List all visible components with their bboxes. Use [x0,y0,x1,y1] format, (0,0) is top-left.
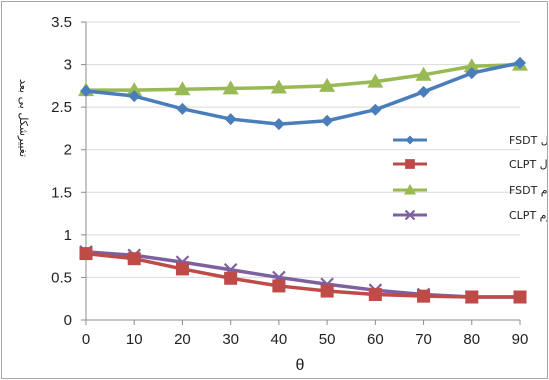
series-lines [78,56,528,304]
data-point [174,81,191,96]
axes [81,21,521,325]
legend-item: هسته نوع دوم CLPT [393,209,547,222]
series-2 [79,247,527,304]
data-point [465,290,479,304]
legend-swatch-marker [404,184,416,195]
data-point [128,90,141,103]
data-point [415,66,432,81]
tick-labels: 0 0.5 1 1.5 2 2.5 3 3.5 0 10 20 30 40 50 60 70 80 90 [51,14,528,348]
series-1 [80,56,526,131]
y-tick-label: 1.5 [51,184,72,201]
y-tick-label: 2.5 [51,99,72,116]
x-tick-label: 40 [271,331,288,348]
data-point [320,284,334,298]
legend-item: هسته نوع اول FSDT [393,134,547,147]
data-point [514,56,526,69]
x-tick-label: 50 [319,331,336,348]
data-point [417,289,431,303]
data-point [368,287,382,301]
data-point [319,77,336,92]
data-point [272,279,286,293]
legend-swatch-marker [405,135,415,145]
data-point [127,252,141,266]
legend: هسته نوع اول FSDT هسته نوع اول CLPT هسته ن… [393,134,547,222]
data-point [272,118,285,131]
x-tick-label: 20 [174,331,191,348]
y-tick-label: 3 [64,57,72,74]
data-point [224,271,238,285]
data-point [175,262,189,276]
y-tick-label: 1 [64,227,72,244]
legend-label: هسته نوع اول FSDT [509,134,547,147]
data-point [79,247,93,261]
gridlines [86,21,520,278]
legend-label: هسته نوع دوم FSDT [509,184,547,197]
x-tick-label: 30 [222,331,239,348]
x-tick-label: 80 [463,331,480,348]
x-tick-label: 70 [415,331,432,348]
data-point [270,79,287,94]
legend-label: هسته نوع دوم CLPT [509,209,547,222]
legend-item: هسته نوع دوم FSDT [393,184,547,197]
y-tick-label: 0 [64,312,72,329]
data-point [224,113,237,126]
data-point [369,103,382,116]
marker-stroke [404,209,416,221]
series-line [84,61,522,126]
y-tick-label: 0.5 [51,269,72,286]
data-point [176,102,189,115]
data-point [126,82,143,97]
data-point [321,114,334,127]
series-4 [79,245,527,304]
data-point [222,80,239,95]
x-tick-label: 0 [82,331,90,348]
legend-item: هسته نوع اول CLPT [393,158,547,171]
legend-swatch-marker [404,209,416,221]
data-point [465,67,478,80]
y-tick-label: 2 [64,142,72,159]
x-axis-title: θ [296,357,305,374]
data-point [80,84,92,97]
legend-swatch-marker [405,159,415,169]
data-point [463,58,480,73]
y-tick-label: 3.5 [51,14,72,31]
x-tick-label: 90 [512,331,529,348]
x-tick-label: 10 [126,331,143,348]
y-axis-title: تغییرشکل بی بعد [17,79,30,157]
x-tick-label: 60 [367,331,384,348]
data-point [513,290,527,304]
series-line [84,251,522,299]
series-line [84,62,522,92]
data-point [417,85,430,98]
legend-label: هسته نوع اول CLPT [509,158,547,171]
data-point [367,73,384,88]
